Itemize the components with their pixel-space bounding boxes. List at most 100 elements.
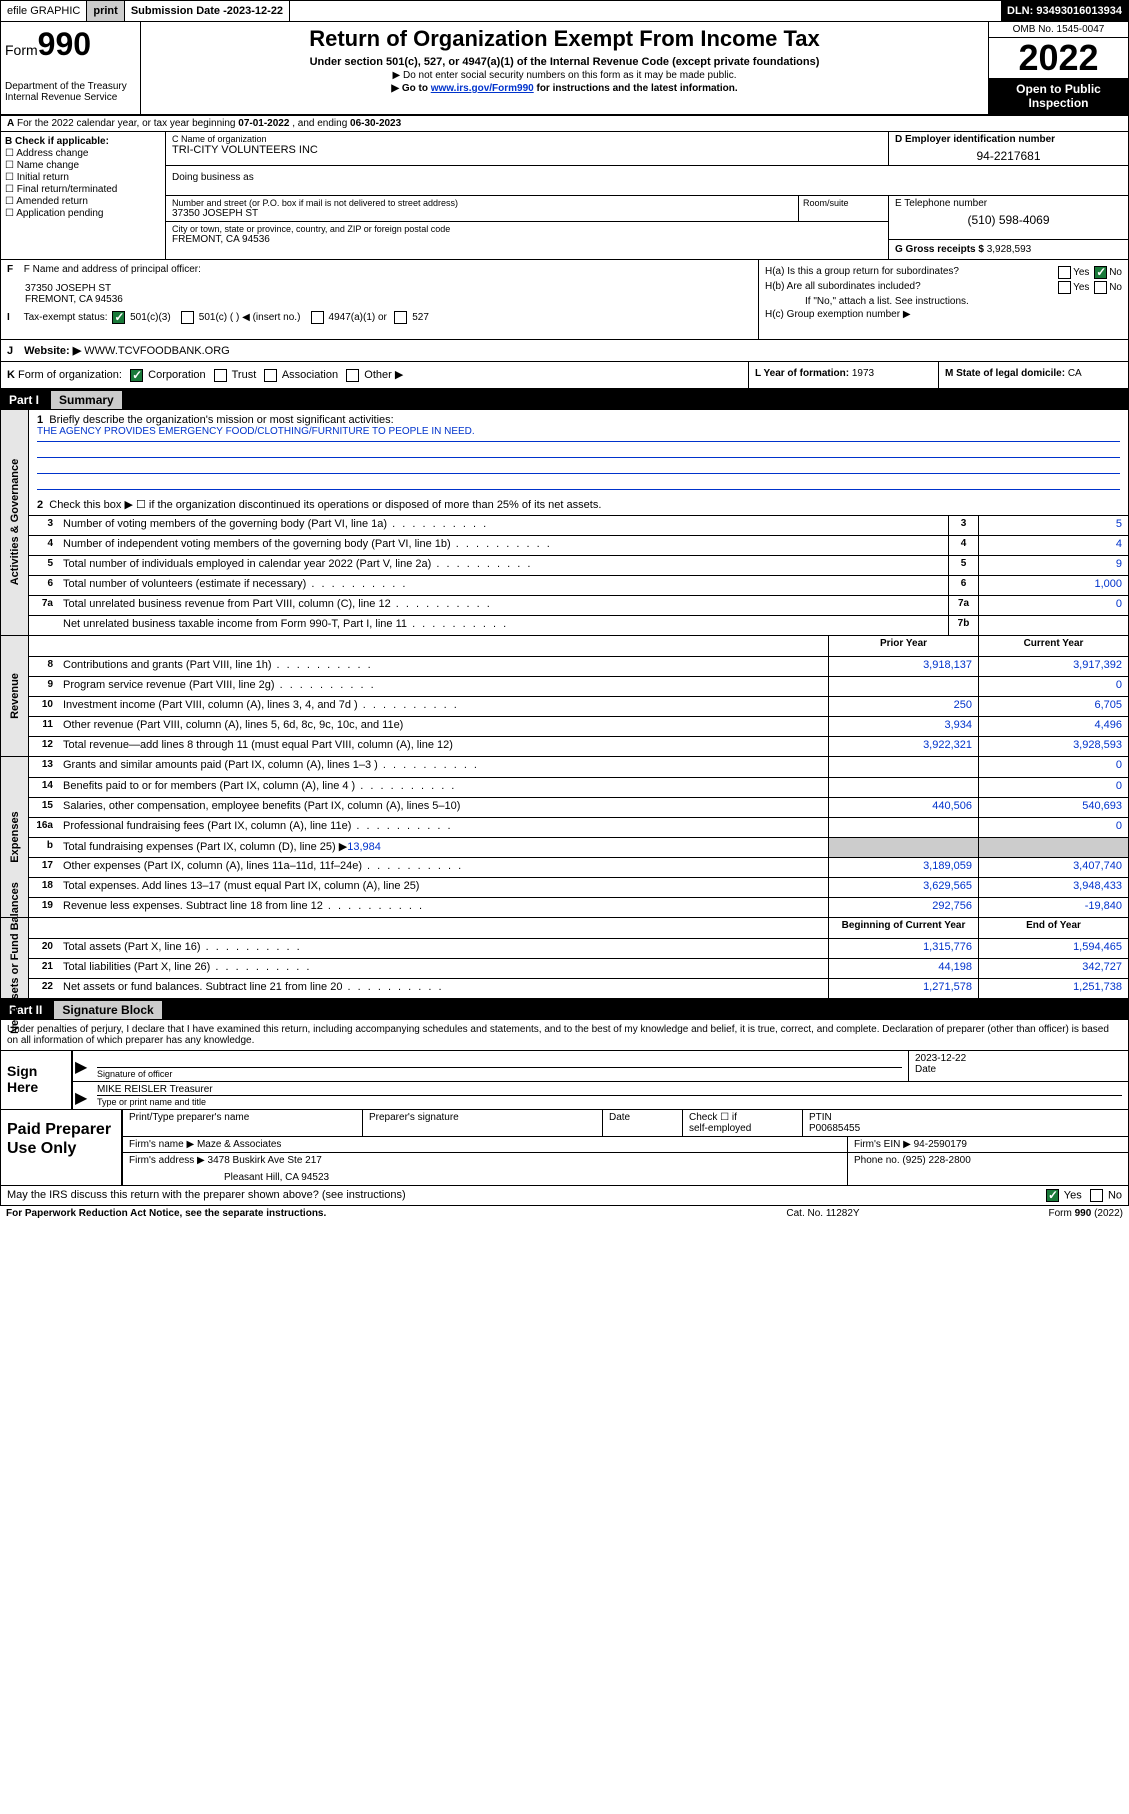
val-16bp [828, 838, 978, 857]
chk-4947[interactable] [311, 311, 324, 324]
preparer-label: Paid Preparer Use Only [1, 1110, 121, 1185]
ha-yes[interactable] [1058, 266, 1071, 279]
tax-year: 2022 [989, 38, 1128, 78]
street-cell: Number and street (or P.O. box if mail i… [166, 196, 798, 221]
chk-initial-return[interactable]: ☐ Initial return [5, 172, 161, 183]
col-c: C Name of organization TRI-CITY VOLUNTEE… [166, 132, 1128, 259]
form-subtitle: Under section 501(c), 527, or 4947(a)(1)… [149, 56, 980, 68]
val-5: 9 [978, 556, 1128, 575]
form-title: Return of Organization Exempt From Incom… [149, 26, 980, 52]
efile-label: efile GRAPHIC [1, 1, 87, 21]
header-center: Return of Organization Exempt From Incom… [141, 22, 988, 114]
form-note-1: ▶ Do not enter social security numbers o… [149, 70, 980, 81]
chk-other[interactable] [346, 369, 359, 382]
prep-selfemp: Check ☐ ifself-employed [683, 1110, 803, 1136]
form-note-2: ▶ Go to www.irs.gov/Form990 for instruct… [149, 83, 980, 94]
website-cell: J Website: ▶ WWW.TCVFOODBANK.ORG [1, 340, 1128, 361]
city-cell: City or town, state or province, country… [166, 222, 888, 247]
val-13c: 0 [978, 757, 1128, 777]
val-7b [978, 616, 1128, 635]
val-17p: 3,189,059 [828, 858, 978, 877]
form-header: Form990 Department of the Treasury Inter… [0, 22, 1129, 116]
chk-amended[interactable]: ☐ Amended return [5, 196, 161, 207]
val-6: 1,000 [978, 576, 1128, 595]
irs-question: May the IRS discuss this return with the… [7, 1189, 942, 1202]
chk-assoc[interactable] [264, 369, 277, 382]
chk-527[interactable] [394, 311, 407, 324]
prep-name-hdr: Print/Type preparer's name [123, 1110, 363, 1136]
ein-cell: D Employer identification number 94-2217… [888, 132, 1128, 165]
row-a: A For the 2022 calendar year, or tax yea… [0, 116, 1129, 132]
gross-receipts: G Gross receipts $ 3,928,593 [889, 240, 1128, 259]
state-domicile: M State of legal domicile: CA [938, 362, 1128, 388]
row-klm: K Form of organization: Corporation Trus… [0, 362, 1129, 390]
irs-link[interactable]: www.irs.gov/Form990 [431, 83, 534, 94]
netassets-section: Net Assets or Fund Balances Beginning of… [0, 918, 1129, 1000]
dln-label: DLN: 93493016013934 [1001, 1, 1128, 21]
val-18p: 3,629,565 [828, 878, 978, 897]
header-right: OMB No. 1545-0047 2022 Open to Public In… [988, 22, 1128, 114]
sign-here-label: Sign Here [1, 1051, 71, 1109]
line-1: 1 Briefly describe the organization's mi… [29, 410, 1128, 494]
expenses-section: Expenses 13Grants and similar amounts pa… [0, 757, 1129, 918]
chk-501c3[interactable] [112, 311, 125, 324]
chk-app-pending[interactable]: ☐ Application pending [5, 208, 161, 219]
val-16ap [828, 818, 978, 837]
chk-name-change[interactable]: ☐ Name change [5, 160, 161, 171]
hb-no[interactable] [1094, 281, 1107, 294]
vtab-revenue: Revenue [1, 636, 29, 756]
chk-final-return[interactable]: ☐ Final return/terminated [5, 184, 161, 195]
val-10p: 250 [828, 697, 978, 716]
col-b: B Check if applicable: ☐ Address change … [1, 132, 166, 259]
row-j: J Website: ▶ WWW.TCVFOODBANK.ORG [0, 340, 1129, 362]
col-beg: Beginning of Current Year [828, 918, 978, 938]
val-12c: 3,928,593 [978, 737, 1128, 756]
val-10c: 6,705 [978, 697, 1128, 716]
val-22c: 1,251,738 [978, 979, 1128, 998]
line-2: 2 Check this box ▶ ☐ if the organization… [29, 494, 1128, 515]
b-header: B Check if applicable: [5, 136, 161, 147]
form-of-org: K Form of organization: Corporation Trus… [1, 362, 748, 388]
revenue-section: Revenue Prior YearCurrent Year 8Contribu… [0, 636, 1129, 757]
top-bar: efile GRAPHIC print Submission Date - 20… [0, 0, 1129, 22]
hb-yes[interactable] [1058, 281, 1071, 294]
open-inspection: Open to Public Inspection [989, 78, 1128, 114]
chk-trust[interactable] [214, 369, 227, 382]
val-13p [828, 757, 978, 777]
val-18c: 3,948,433 [978, 878, 1128, 897]
irs-yes[interactable] [1046, 1189, 1059, 1202]
val-11c: 4,496 [978, 717, 1128, 736]
chk-corp[interactable] [130, 369, 143, 382]
chk-501c[interactable] [181, 311, 194, 324]
firm-name: Firm's name ▶ Maze & Associates [123, 1137, 848, 1152]
val-9p [828, 677, 978, 696]
col-prior: Prior Year [828, 636, 978, 656]
val-19c: -19,840 [978, 898, 1128, 917]
irs-label: Internal Revenue Service [5, 92, 136, 103]
fgh-left: F F Name and address of principal office… [1, 260, 758, 339]
print-button[interactable]: print [87, 1, 124, 21]
val-7a: 0 [978, 596, 1128, 615]
omb-number: OMB No. 1545-0047 [989, 22, 1128, 38]
val-16ac: 0 [978, 818, 1128, 837]
chk-address-change[interactable]: ☐ Address change [5, 148, 161, 159]
val-12p: 3,922,321 [828, 737, 978, 756]
irs-discuss-row: May the IRS discuss this return with the… [0, 1186, 1129, 1206]
ha-no[interactable] [1094, 266, 1107, 279]
val-8c: 3,917,392 [978, 657, 1128, 676]
val-21c: 342,727 [978, 959, 1128, 978]
val-16bc [978, 838, 1128, 857]
dept-label: Department of the Treasury [5, 81, 136, 92]
prep-date-hdr: Date [603, 1110, 683, 1136]
irs-no[interactable] [1090, 1189, 1103, 1202]
governance-section: Activities & Governance 1 Briefly descri… [0, 410, 1129, 636]
val-20p: 1,315,776 [828, 939, 978, 958]
submission-date: Submission Date - 2023-12-22 [125, 1, 290, 21]
page-footer: For Paperwork Reduction Act Notice, see … [0, 1206, 1129, 1221]
footer-center: Cat. No. 11282Y [723, 1208, 923, 1219]
sig-arrow-icon: ▶ [73, 1051, 91, 1081]
form-number: Form990 [5, 26, 136, 63]
address-block: Number and street (or P.O. box if mail i… [166, 196, 888, 259]
val-15c: 540,693 [978, 798, 1128, 817]
val-11p: 3,934 [828, 717, 978, 736]
